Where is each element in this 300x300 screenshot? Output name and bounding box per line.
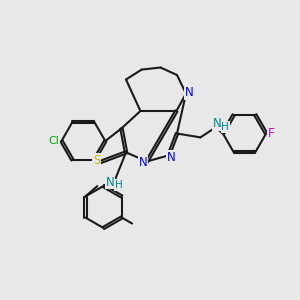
Text: N: N [139,156,148,170]
Text: Cl: Cl [49,136,59,146]
Text: N: N [167,151,176,164]
Text: N: N [185,86,194,99]
Text: N: N [106,176,115,189]
Text: F: F [268,127,275,140]
Text: H: H [221,122,229,132]
Text: H: H [115,180,122,190]
Text: N: N [212,117,221,130]
Text: S: S [93,154,100,167]
